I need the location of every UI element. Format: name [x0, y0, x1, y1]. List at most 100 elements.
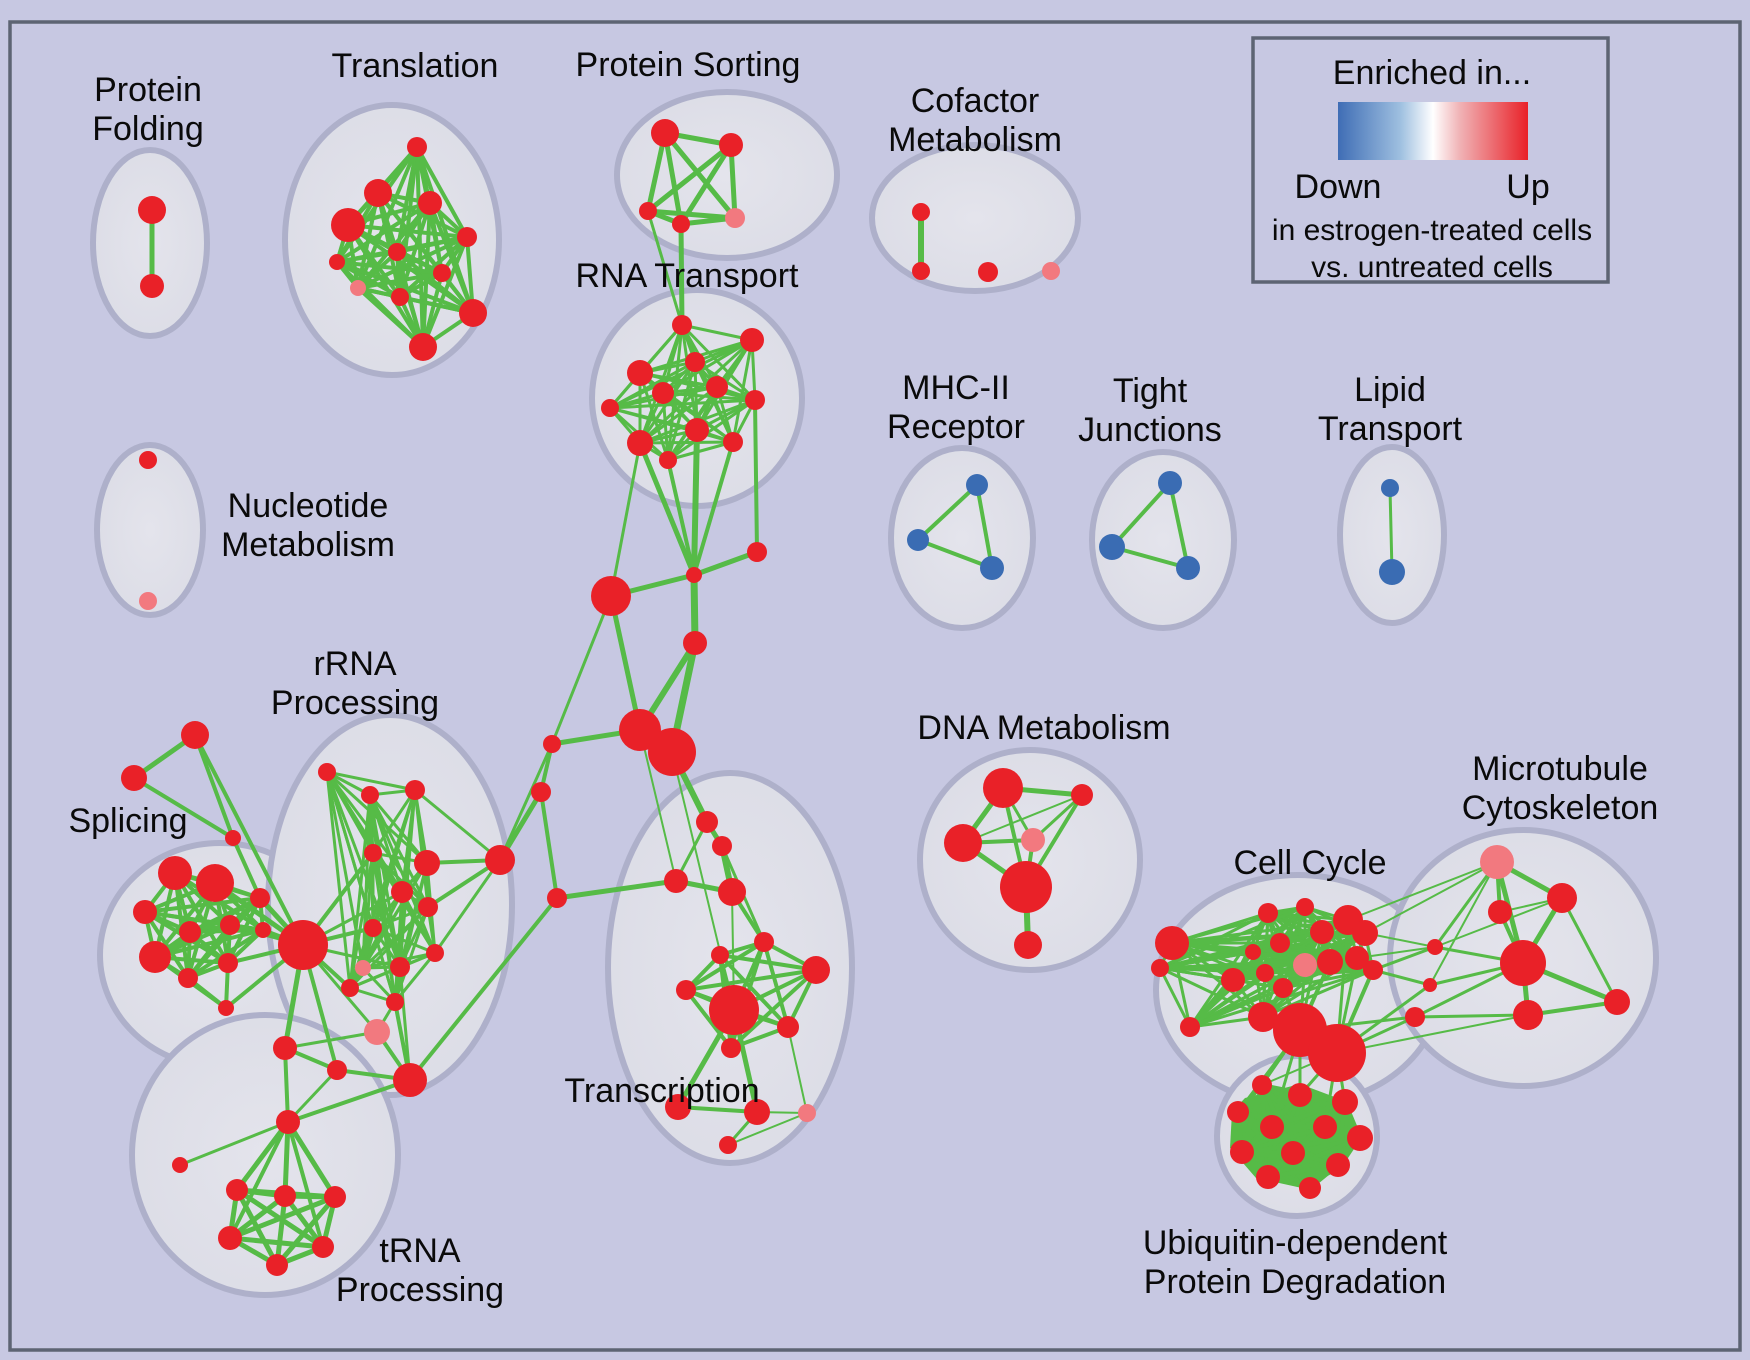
- node-red: [139, 941, 171, 973]
- edge: [916, 538, 994, 570]
- node-red: [457, 227, 477, 247]
- cluster-label-rrna-processing: rRNA: [313, 645, 396, 683]
- edge: [1429, 861, 1498, 986]
- edge: [662, 130, 684, 227]
- node-red: [683, 631, 707, 655]
- node-blue: [1099, 534, 1125, 560]
- edge: [227, 1194, 338, 1241]
- edge: [718, 953, 790, 1029]
- cluster-label-microtubule-cytoskeleton: Cytoskeleton: [1462, 789, 1659, 827]
- node-red: [1227, 1101, 1249, 1123]
- node-red: [740, 328, 764, 352]
- node-red: [138, 196, 166, 224]
- node-red: [1245, 944, 1261, 960]
- node-red: [1547, 883, 1577, 913]
- node-red: [391, 881, 413, 903]
- node-red: [659, 451, 677, 469]
- cluster-label-cofactor-metabolism: Cofactor: [911, 82, 1040, 120]
- node-red: [324, 1186, 346, 1208]
- edge: [684, 988, 733, 1050]
- cluster-ellipse-nucleotide-metabolism: [94, 442, 206, 618]
- edge: [975, 483, 994, 570]
- node-red: [754, 932, 774, 952]
- node-red: [433, 264, 451, 282]
- node-red: [218, 1226, 242, 1250]
- cluster-label-protein-folding: Folding: [92, 110, 204, 148]
- edge: [1188, 986, 1285, 1029]
- node-red: [318, 763, 336, 781]
- edge: [554, 878, 679, 901]
- node-red: [665, 1094, 691, 1120]
- edge: [1336, 1014, 1529, 1054]
- node-red: [418, 191, 442, 215]
- edge: [692, 440, 735, 577]
- node-red: [1281, 1141, 1305, 1165]
- node-red: [405, 780, 425, 800]
- node-red: [744, 1099, 770, 1125]
- edge: [684, 940, 766, 992]
- node-red: [407, 137, 427, 157]
- edge: [335, 250, 399, 264]
- node-red: [364, 919, 382, 937]
- node-red: [1273, 978, 1293, 998]
- cluster-label-trna-processing: tRNA: [379, 1232, 461, 1270]
- node-red: [226, 1179, 248, 1201]
- edge: [608, 360, 697, 410]
- edge: [193, 733, 235, 840]
- edge: [1356, 946, 1436, 959]
- node-red: [426, 944, 444, 962]
- node-red: [218, 1000, 234, 1016]
- node-red: [664, 869, 688, 893]
- edge: [727, 1112, 808, 1146]
- edge: [178, 1120, 290, 1167]
- node-red: [1252, 1075, 1272, 1095]
- cluster-ellipse-protein-sorting: [614, 89, 840, 261]
- node-red: [1317, 949, 1343, 975]
- edge: [286, 1078, 412, 1124]
- node-red: [619, 709, 661, 751]
- edge: [637, 440, 697, 578]
- edge: [1281, 968, 1375, 990]
- node-red: [1256, 1165, 1280, 1189]
- node-red: [777, 1016, 799, 1038]
- node-red: [1604, 989, 1630, 1015]
- node-red: [723, 432, 743, 452]
- edge: [678, 221, 685, 328]
- node-red: [721, 1038, 741, 1058]
- edge: [1371, 945, 1437, 972]
- edge: [666, 440, 735, 462]
- edge: [1158, 966, 1265, 1019]
- node-red: [172, 1157, 188, 1173]
- edge: [1110, 545, 1190, 570]
- edge: [638, 440, 735, 445]
- node-red: [386, 993, 404, 1011]
- node-red: [390, 957, 410, 977]
- edge: [639, 729, 677, 882]
- node-red: [712, 836, 732, 856]
- edge: [132, 776, 235, 840]
- edge: [718, 953, 818, 972]
- edge: [539, 790, 559, 900]
- node-red: [652, 382, 674, 404]
- node-red: [250, 888, 270, 908]
- edge: [400, 890, 437, 955]
- cluster-label-cell-cycle: Cell Cycle: [1233, 844, 1386, 882]
- edge: [608, 593, 643, 733]
- node-red: [388, 243, 406, 261]
- node-red: [1000, 861, 1052, 913]
- node-red: [1151, 959, 1169, 977]
- edge: [368, 793, 429, 865]
- cluster-label-lipid-transport: Lipid: [1354, 371, 1426, 409]
- edge: [433, 858, 502, 955]
- node-pink: [364, 1019, 390, 1045]
- node-red: [327, 1060, 347, 1080]
- cluster-label-transcription: Transcription: [564, 1072, 759, 1110]
- edge: [661, 391, 670, 462]
- edge: [762, 940, 790, 1029]
- node-red: [676, 980, 696, 1000]
- node-red: [1332, 1089, 1358, 1115]
- node-red: [1155, 926, 1189, 960]
- node-red: [225, 830, 241, 846]
